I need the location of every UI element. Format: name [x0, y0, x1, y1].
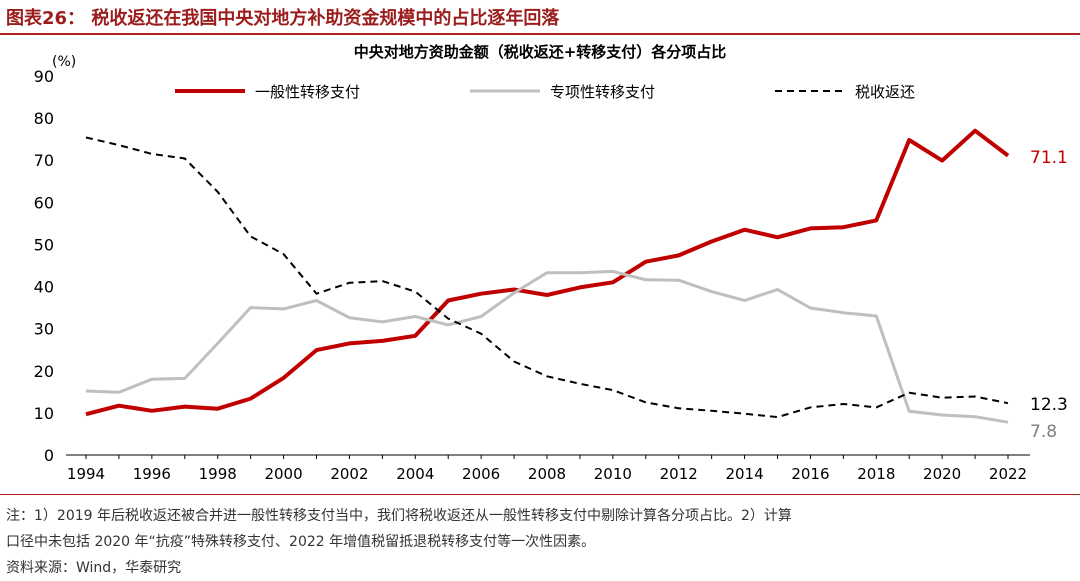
title-rule: [0, 33, 1080, 35]
y-tick-label: 50: [34, 235, 54, 254]
notes-rule: [0, 494, 1080, 495]
legend-label-2: 税收返还: [855, 83, 915, 101]
x-tick-label: 2000: [264, 465, 302, 483]
y-tick-label: 0: [44, 446, 54, 465]
x-tick-label: 1998: [199, 465, 237, 483]
y-tick-label: 20: [34, 362, 54, 381]
series-line-2: [85, 136, 1009, 419]
legend-label-1: 专项性转移支付: [550, 83, 655, 101]
legend-label-0: 一般性转移支付: [255, 83, 360, 101]
end-value-label-1: 7.8: [1030, 422, 1057, 442]
x-tick-label: 2010: [594, 465, 632, 483]
x-tick-label: 2016: [791, 465, 829, 483]
x-tick-label: 1996: [133, 465, 171, 483]
y-tick-label: 80: [34, 109, 54, 128]
end-labels: 71.1 7.8 12.3: [1030, 148, 1068, 442]
end-value-label-2: 12.3: [1030, 395, 1068, 415]
x-tick-label: 2020: [923, 465, 961, 483]
x-tick-label: 2002: [330, 465, 368, 483]
series-layer: [85, 128, 1010, 424]
x-tick-label: 2022: [989, 465, 1027, 483]
chart-title: 中央对地方资助金额（税收返还+转移支付）各分项占比: [354, 43, 727, 61]
figure-title: 图表26： 税收返还在我国中央对地方补助资金规模中的占比逐年回落: [6, 8, 560, 29]
note-2: 口径中未包括 2020 年“抗疫”特殊转移支付、2022 年增值税留抵退税转移支…: [6, 534, 596, 550]
x-tick-label: 2008: [528, 465, 566, 483]
end-value-label-0: 71.1: [1030, 148, 1068, 168]
source-note: 资料来源：Wind，华泰研究: [6, 560, 182, 576]
y-tick-label: 70: [34, 151, 54, 170]
y-tick-label: 90: [34, 67, 54, 86]
line-chart: 中央对地方资助金额（税收返还+转移支付）各分项占比 (%) 一般性转移支付 专项性…: [34, 43, 1068, 483]
series-line-0: [85, 128, 1010, 417]
legend: 一般性转移支付 专项性转移支付 税收返还: [175, 83, 915, 101]
x-tick-label: 1994: [67, 465, 105, 483]
y-tick-label: 10: [34, 404, 54, 423]
series-line-1: [85, 269, 1009, 424]
y-tick-label: 30: [34, 320, 54, 339]
x-tick-label: 2014: [725, 465, 763, 483]
y-tick-label: 40: [34, 278, 54, 297]
y-tick-label: 60: [34, 193, 54, 212]
x-tick-label: 2018: [857, 465, 895, 483]
x-tick-label: 2004: [396, 465, 434, 483]
x-tick-label: 2012: [660, 465, 698, 483]
x-tick-label: 2006: [462, 465, 500, 483]
y-axis-unit-label: (%): [52, 54, 76, 70]
axes: 0 10 20 30 40 50 60 70 80 90 1994 1996 1998 2000 2002 2…: [34, 67, 1030, 483]
note-1: 注：1）2019 年后税收返还被合并进一般性转移支付当中，我们将税收返还从一般性…: [6, 508, 792, 524]
